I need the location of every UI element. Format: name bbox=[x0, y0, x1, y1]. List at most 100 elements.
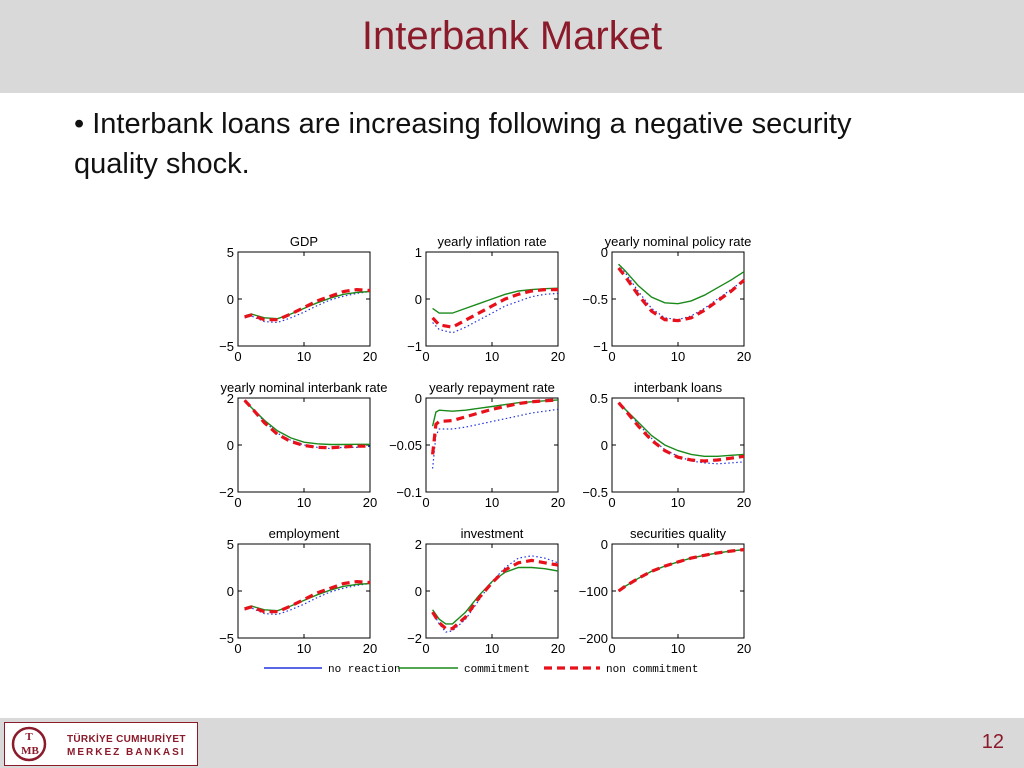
series-line-no-reaction bbox=[618, 549, 745, 592]
series-line-no-reaction bbox=[618, 402, 745, 465]
series-line-non-commitment bbox=[431, 398, 559, 455]
slide-title: Interbank Market bbox=[361, 14, 663, 58]
x-tick-label: 10 bbox=[485, 349, 499, 364]
bullet-text: • Interbank loans are increasing followi… bbox=[74, 108, 852, 180]
series-line-non-commitment bbox=[431, 558, 559, 631]
panel-frame bbox=[237, 251, 371, 347]
x-tick-label: 0 bbox=[234, 641, 241, 656]
y-tick-label: 0 bbox=[601, 537, 608, 552]
y-tick-label: −1 bbox=[593, 339, 608, 354]
logo-text-line1: TÜRKİYE CUMHURİYET bbox=[67, 734, 186, 745]
series-line-non-commitment bbox=[617, 548, 745, 593]
panel-title: yearly repayment rate bbox=[429, 380, 555, 395]
panel-title: employment bbox=[269, 526, 340, 541]
y-tick-label: −1 bbox=[407, 339, 422, 354]
y-tick-label: 2 bbox=[227, 391, 234, 406]
y-tick-label: 5 bbox=[227, 245, 234, 260]
y-tick-label: 0 bbox=[601, 438, 608, 453]
series-line-non-commitment bbox=[243, 399, 370, 450]
series-line-commitment bbox=[618, 548, 745, 592]
series-line-non-commitment bbox=[244, 287, 371, 322]
y-tick-label: −0.1 bbox=[396, 485, 422, 500]
y-tick-label: 0 bbox=[415, 584, 422, 599]
x-tick-label: 20 bbox=[363, 495, 377, 510]
x-tick-label: 0 bbox=[422, 349, 429, 364]
y-tick-label: 0 bbox=[415, 391, 422, 406]
panel-title: GDP bbox=[290, 234, 318, 249]
x-tick-label: 20 bbox=[363, 349, 377, 364]
page-number: 12 bbox=[981, 731, 1004, 753]
y-tick-label: 0 bbox=[415, 292, 422, 307]
y-tick-label: −2 bbox=[219, 485, 234, 500]
y-tick-label: −0.5 bbox=[582, 485, 608, 500]
x-tick-label: 20 bbox=[551, 641, 565, 656]
y-tick-label: −5 bbox=[219, 631, 234, 646]
x-tick-label: 10 bbox=[671, 349, 685, 364]
x-tick-label: 20 bbox=[551, 495, 565, 510]
y-tick-label: −200 bbox=[579, 631, 608, 646]
panel-frame bbox=[237, 543, 371, 639]
x-tick-label: 10 bbox=[297, 495, 311, 510]
y-tick-label: 0 bbox=[227, 292, 234, 307]
panel-title: yearly nominal policy rate bbox=[605, 234, 752, 249]
series-line-non-commitment bbox=[617, 267, 746, 323]
series-line-commitment bbox=[618, 263, 745, 305]
y-tick-label: −0.05 bbox=[389, 438, 422, 453]
y-tick-label: 0.5 bbox=[590, 391, 608, 406]
x-tick-label: 10 bbox=[297, 641, 311, 656]
panel-title: yearly nominal interbank rate bbox=[221, 380, 388, 395]
series-line-non-commitment bbox=[431, 287, 558, 329]
series-line-commitment bbox=[244, 399, 370, 446]
y-tick-label: −2 bbox=[407, 631, 422, 646]
series-line-non-commitment bbox=[617, 401, 745, 463]
y-tick-label: −100 bbox=[579, 584, 608, 599]
x-tick-label: 20 bbox=[737, 495, 751, 510]
x-tick-label: 10 bbox=[485, 641, 499, 656]
x-tick-label: 0 bbox=[422, 641, 429, 656]
panel-title: investment bbox=[461, 526, 524, 541]
svg-text:T: T bbox=[25, 731, 33, 743]
legend-label: non commitment bbox=[606, 664, 698, 676]
panel-title: securities quality bbox=[630, 526, 727, 541]
panel-frame bbox=[611, 251, 745, 347]
x-tick-label: 0 bbox=[234, 495, 241, 510]
y-tick-label: 0 bbox=[227, 584, 234, 599]
x-tick-label: 10 bbox=[671, 495, 685, 510]
x-tick-label: 0 bbox=[608, 495, 615, 510]
panel-frame bbox=[611, 397, 745, 493]
x-tick-label: 0 bbox=[608, 641, 615, 656]
y-tick-label: 2 bbox=[415, 537, 422, 552]
x-tick-label: 0 bbox=[608, 349, 615, 364]
x-tick-label: 20 bbox=[551, 349, 565, 364]
x-tick-label: 10 bbox=[671, 641, 685, 656]
series-line-no-reaction bbox=[244, 399, 371, 450]
y-tick-label: 0 bbox=[227, 438, 234, 453]
x-tick-label: 20 bbox=[363, 641, 377, 656]
x-tick-label: 20 bbox=[737, 349, 751, 364]
x-tick-label: 10 bbox=[297, 349, 311, 364]
legend-label: no reaction bbox=[328, 664, 401, 676]
y-tick-label: 1 bbox=[415, 245, 422, 260]
series-line-no-reaction bbox=[432, 408, 559, 469]
series-line-no-reaction bbox=[432, 555, 559, 633]
x-tick-label: 0 bbox=[422, 495, 429, 510]
x-tick-label: 20 bbox=[737, 641, 751, 656]
x-tick-label: 0 bbox=[234, 349, 241, 364]
y-tick-label: −5 bbox=[219, 339, 234, 354]
central-bank-logo: T MB TÜRKİYE CUMHURİYET MERKEZ BANKASI bbox=[4, 722, 198, 766]
y-tick-label: 5 bbox=[227, 537, 234, 552]
x-tick-label: 10 bbox=[485, 495, 499, 510]
header-bar bbox=[0, 0, 1024, 93]
panel-title: yearly inflation rate bbox=[437, 234, 546, 249]
series-line-commitment bbox=[432, 287, 559, 314]
panel-title: interbank loans bbox=[634, 380, 723, 395]
svg-text:MB: MB bbox=[21, 745, 39, 757]
series-line-commitment bbox=[618, 402, 745, 458]
series-line-commitment bbox=[432, 566, 559, 625]
logo-text-line2: MERKEZ BANKASI bbox=[67, 747, 186, 758]
y-tick-label: 0 bbox=[601, 245, 608, 260]
panel-frame bbox=[611, 543, 745, 639]
legend-label: commitment bbox=[464, 664, 530, 676]
impulse-response-figure: GDP 5 0 −5 0 10 20 yearly inflation rate 1 0 −1 0 10… bbox=[172, 212, 810, 700]
